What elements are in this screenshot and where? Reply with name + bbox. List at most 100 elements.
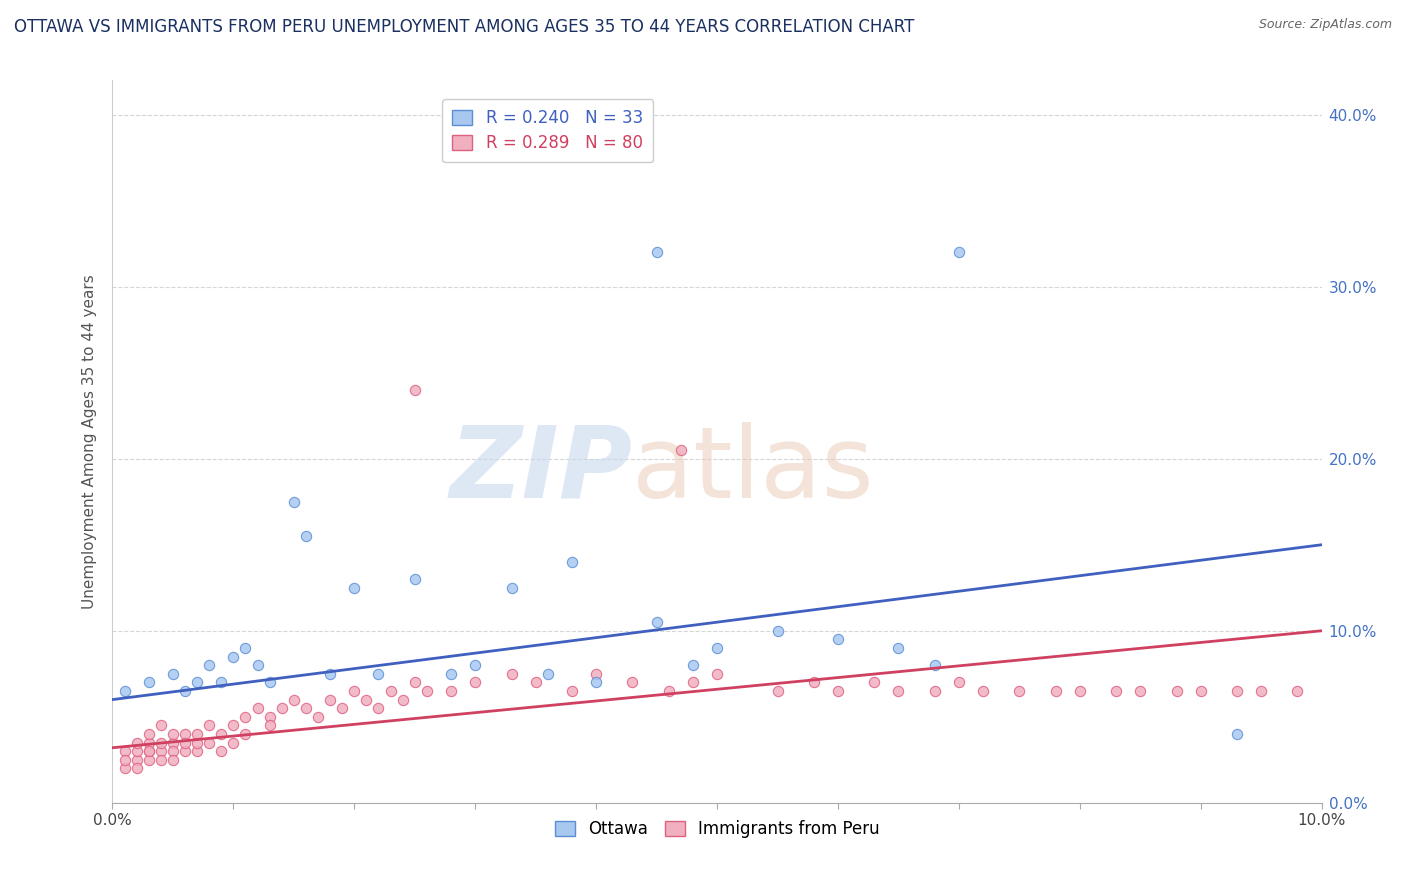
Point [682,658,704,673]
Point [343,581,366,595]
Point [924,658,946,673]
Point [1008,684,1031,698]
Point [209,727,232,741]
Point [114,744,136,758]
Point [1129,684,1152,698]
Point [524,675,547,690]
Point [235,727,257,741]
Point [501,666,523,681]
Point [887,684,910,698]
Point [1250,684,1272,698]
Point [114,761,136,775]
Point [440,666,463,681]
Point [367,701,389,715]
Point [827,684,849,698]
Point [537,666,560,681]
Point [972,684,994,698]
Point [222,649,245,664]
Point [125,735,148,749]
Point [295,701,318,715]
Point [645,245,668,260]
Point [222,718,245,732]
Point [209,675,232,690]
Point [706,666,728,681]
Text: Source: ZipAtlas.com: Source: ZipAtlas.com [1258,18,1392,31]
Point [125,753,148,767]
Point [464,675,486,690]
Point [343,684,366,698]
Point [645,615,668,630]
Point [948,675,970,690]
Point [198,718,221,732]
Point [209,744,232,758]
Point [948,245,970,260]
Point [766,624,789,638]
Text: ZIP: ZIP [450,422,633,519]
Point [356,692,378,706]
Point [259,718,281,732]
Point [924,684,946,698]
Text: OTTAWA VS IMMIGRANTS FROM PERU UNEMPLOYMENT AMONG AGES 35 TO 44 YEARS CORRELATIO: OTTAWA VS IMMIGRANTS FROM PERU UNEMPLOYM… [14,18,914,36]
Point [416,684,439,698]
Point [149,744,172,758]
Point [706,640,728,655]
Point [149,718,172,732]
Point [585,666,607,681]
Point [863,675,886,690]
Point [682,675,704,690]
Point [259,675,281,690]
Point [1286,684,1309,698]
Point [1105,684,1128,698]
Point [162,666,184,681]
Point [501,581,523,595]
Point [149,735,172,749]
Point [174,735,197,749]
Point [380,684,402,698]
Point [235,710,257,724]
Point [464,658,486,673]
Point [186,744,208,758]
Point [440,684,463,698]
Point [162,735,184,749]
Point [561,555,583,569]
Point [114,684,136,698]
Point [404,675,426,690]
Point [162,753,184,767]
Point [391,692,413,706]
Text: atlas: atlas [633,422,875,519]
Point [138,744,160,758]
Point [1045,684,1067,698]
Point [174,684,197,698]
Point [162,744,184,758]
Point [114,753,136,767]
Point [887,640,910,655]
Point [222,735,245,749]
Point [1069,684,1091,698]
Point [246,701,269,715]
Point [125,761,148,775]
Y-axis label: Unemployment Among Ages 35 to 44 years: Unemployment Among Ages 35 to 44 years [82,274,97,609]
Point [138,675,160,690]
Point [174,727,197,741]
Point [149,753,172,767]
Point [367,666,389,681]
Point [283,494,305,508]
Point [1226,684,1249,698]
Point [404,383,426,397]
Point [319,692,342,706]
Point [803,675,825,690]
Point [827,632,849,647]
Point [585,675,607,690]
Point [246,658,269,673]
Point [1226,727,1249,741]
Point [621,675,644,690]
Legend: Ottawa, Immigrants from Peru: Ottawa, Immigrants from Peru [548,814,886,845]
Point [319,666,342,681]
Point [186,727,208,741]
Point [186,735,208,749]
Point [307,710,329,724]
Point [561,684,583,698]
Point [138,735,160,749]
Point [235,640,257,655]
Point [295,529,318,543]
